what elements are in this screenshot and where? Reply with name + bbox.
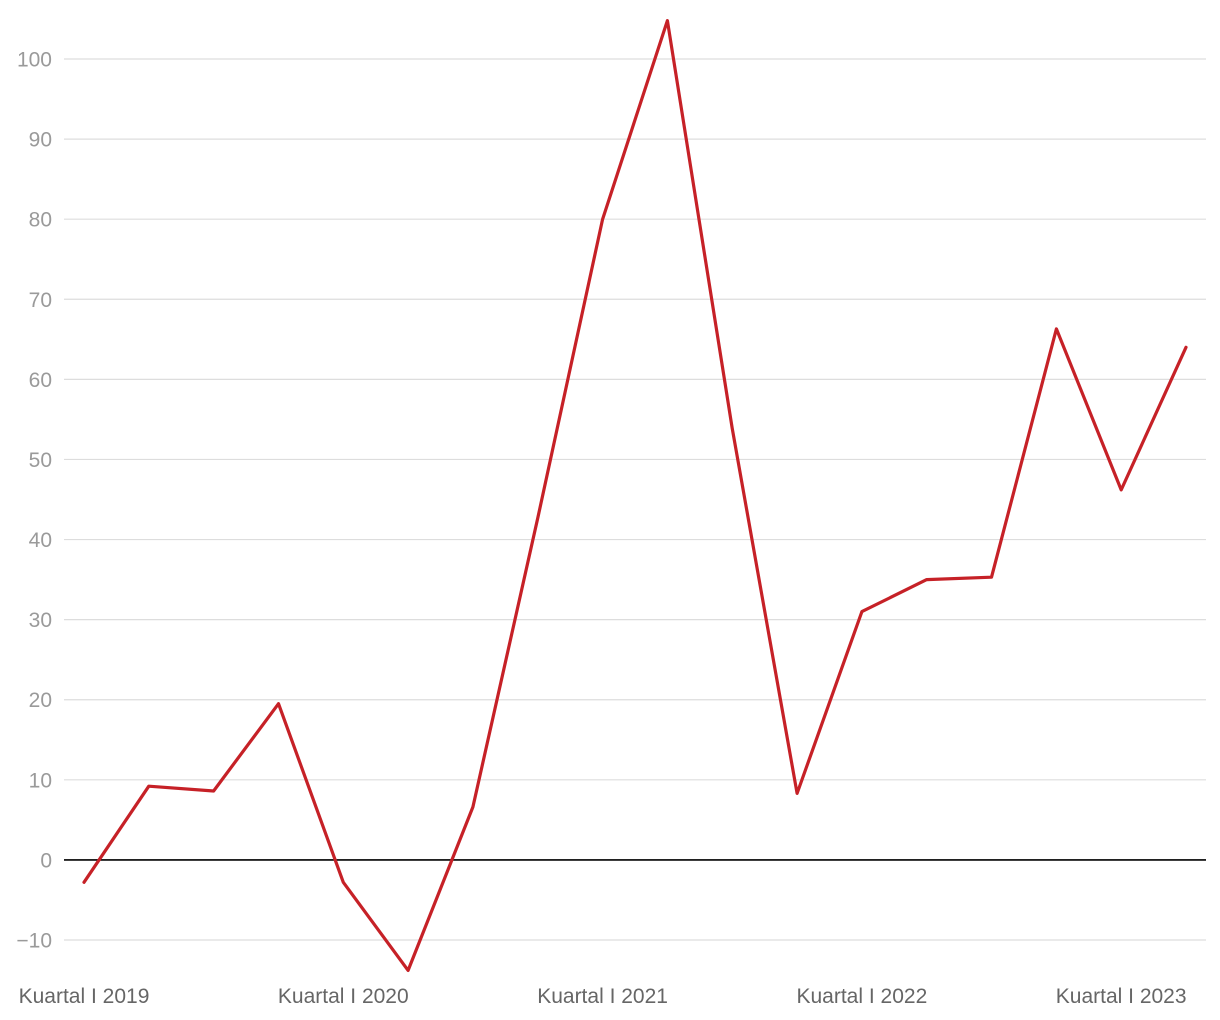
x-tick-label: Kuartal I 2019	[19, 985, 150, 1008]
series-lines	[82, 19, 1188, 973]
y-tick-label: 40	[29, 529, 52, 552]
y-tick-label: 30	[29, 609, 52, 632]
y-tick-label: 20	[29, 689, 52, 712]
y-tick-label: 70	[29, 289, 52, 312]
y-tick-label: −10	[16, 930, 52, 953]
y-tick-label: 50	[29, 449, 52, 472]
y-tick-label: 90	[29, 129, 52, 152]
y-tick-label: 80	[29, 209, 52, 232]
x-tick-label: Kuartal I 2021	[537, 985, 668, 1008]
y-tick-label: 60	[29, 369, 52, 392]
x-tick-label: Kuartal I 2023	[1056, 985, 1187, 1008]
y-axis-tick-labels: −10 0 10 20 30 40 50 60 70 80 90 100	[16, 49, 52, 953]
x-axis-tick-labels: Kuartal I 2019 Kuartal I 2020 Kuartal I 20…	[19, 985, 1187, 1008]
gridlines	[64, 58, 1206, 941]
series-line	[82, 19, 1188, 973]
x-tick-label: Kuartal I 2022	[796, 985, 927, 1008]
y-tick-label: 10	[29, 769, 52, 792]
x-tick-label: Kuartal I 2020	[278, 985, 409, 1008]
y-tick-label: 0	[40, 849, 52, 872]
y-tick-label: 100	[17, 49, 52, 72]
